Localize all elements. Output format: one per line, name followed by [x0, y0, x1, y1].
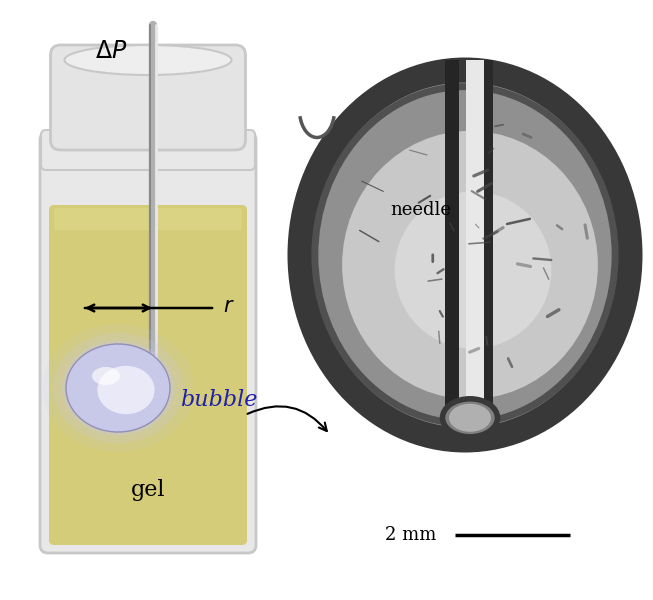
FancyBboxPatch shape	[40, 132, 256, 553]
Ellipse shape	[285, 55, 645, 455]
Bar	[466, 60, 484, 412]
Ellipse shape	[97, 366, 155, 414]
Ellipse shape	[394, 191, 551, 349]
Text: 2 mm: 2 mm	[385, 526, 436, 544]
Ellipse shape	[92, 367, 120, 385]
FancyArrowPatch shape	[247, 406, 326, 431]
Ellipse shape	[62, 340, 174, 436]
FancyBboxPatch shape	[41, 130, 255, 170]
Ellipse shape	[53, 333, 183, 443]
Text: needle: needle	[390, 201, 451, 219]
Text: $r$: $r$	[223, 296, 234, 316]
Ellipse shape	[42, 324, 193, 452]
Bar	[479, 60, 493, 412]
FancyBboxPatch shape	[50, 45, 246, 150]
Text: gel: gel	[131, 479, 165, 501]
FancyBboxPatch shape	[49, 205, 247, 545]
Text: bubble: bubble	[180, 389, 257, 411]
Ellipse shape	[65, 45, 232, 75]
Ellipse shape	[342, 131, 598, 399]
Bar	[445, 60, 459, 412]
Text: $\Delta P$: $\Delta P$	[95, 40, 127, 64]
Ellipse shape	[443, 399, 498, 437]
Ellipse shape	[300, 70, 630, 440]
FancyBboxPatch shape	[54, 208, 242, 230]
Ellipse shape	[449, 404, 491, 432]
Ellipse shape	[66, 344, 170, 432]
